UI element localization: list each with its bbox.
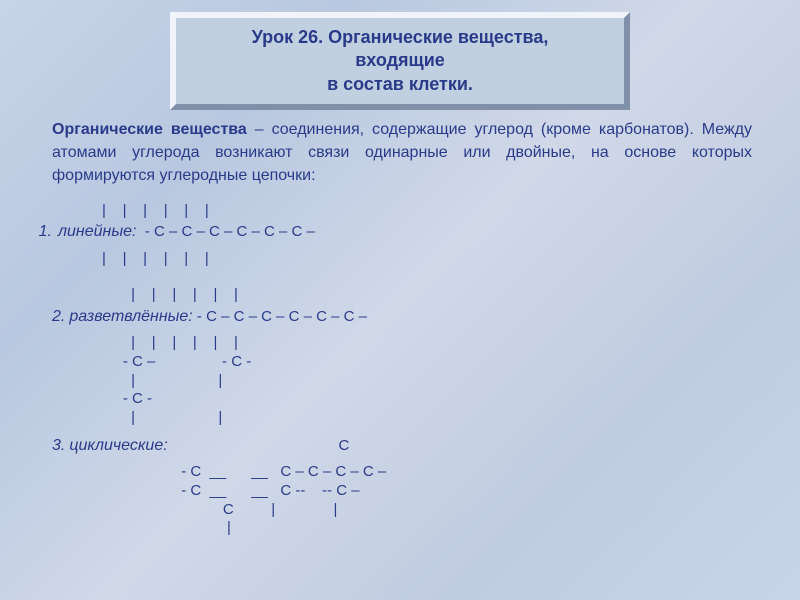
- s3-r3: - С __ __ С -- -- С –: [52, 482, 752, 501]
- definition-term: Органические вещества: [52, 121, 247, 138]
- s3-r2: - С __ __ С – С – С – С –: [52, 463, 752, 482]
- section-3: 3. циклические: С: [52, 434, 752, 457]
- section-2: 2. разветвлённые: - С – С – С – С – С – …: [52, 305, 752, 328]
- s2-number: 2.: [52, 305, 65, 328]
- s1-ticks-top: | | | | | |: [52, 202, 752, 221]
- s2-label: разветвлённые:: [69, 305, 192, 328]
- s3-r1: С: [168, 437, 350, 456]
- s1-label: линейные:: [58, 220, 136, 243]
- definition-paragraph: Органические вещества – соединения, соде…: [52, 118, 752, 188]
- s3-r5: |: [52, 519, 752, 538]
- title-line-2: входящие: [186, 49, 614, 72]
- s2-chain: - С – С – С – С – С – С –: [193, 308, 367, 327]
- slide: Урок 26. Органические вещества, входящие…: [0, 0, 800, 600]
- s2-ticks-3: | |: [52, 372, 752, 391]
- title-line-1: Урок 26. Органические вещества,: [186, 26, 614, 49]
- s3-label: циклические:: [69, 434, 167, 457]
- s3-number: 3.: [52, 434, 65, 457]
- s3-r4: С | |: [52, 501, 752, 520]
- s2-row3: - С -: [52, 390, 752, 409]
- title-line-3: в состав клетки.: [186, 73, 614, 96]
- s1-ticks-bottom: | | | | | |: [52, 250, 752, 269]
- section-1: 1. линейные: - С – С – С – С – С – С –: [52, 220, 752, 243]
- s2-row2: - С – - С -: [52, 353, 752, 372]
- s2-ticks-2: | | | | | |: [52, 334, 752, 353]
- title-box: Урок 26. Органические вещества, входящие…: [170, 12, 630, 110]
- s1-chain: - С – С – С – С – С – С –: [136, 223, 314, 242]
- body: Органические вещества – соединения, соде…: [52, 118, 752, 538]
- s1-number: 1.: [26, 220, 58, 243]
- s2-ticks-top: | | | | | |: [52, 286, 752, 305]
- s2-ticks-4: | |: [52, 409, 752, 428]
